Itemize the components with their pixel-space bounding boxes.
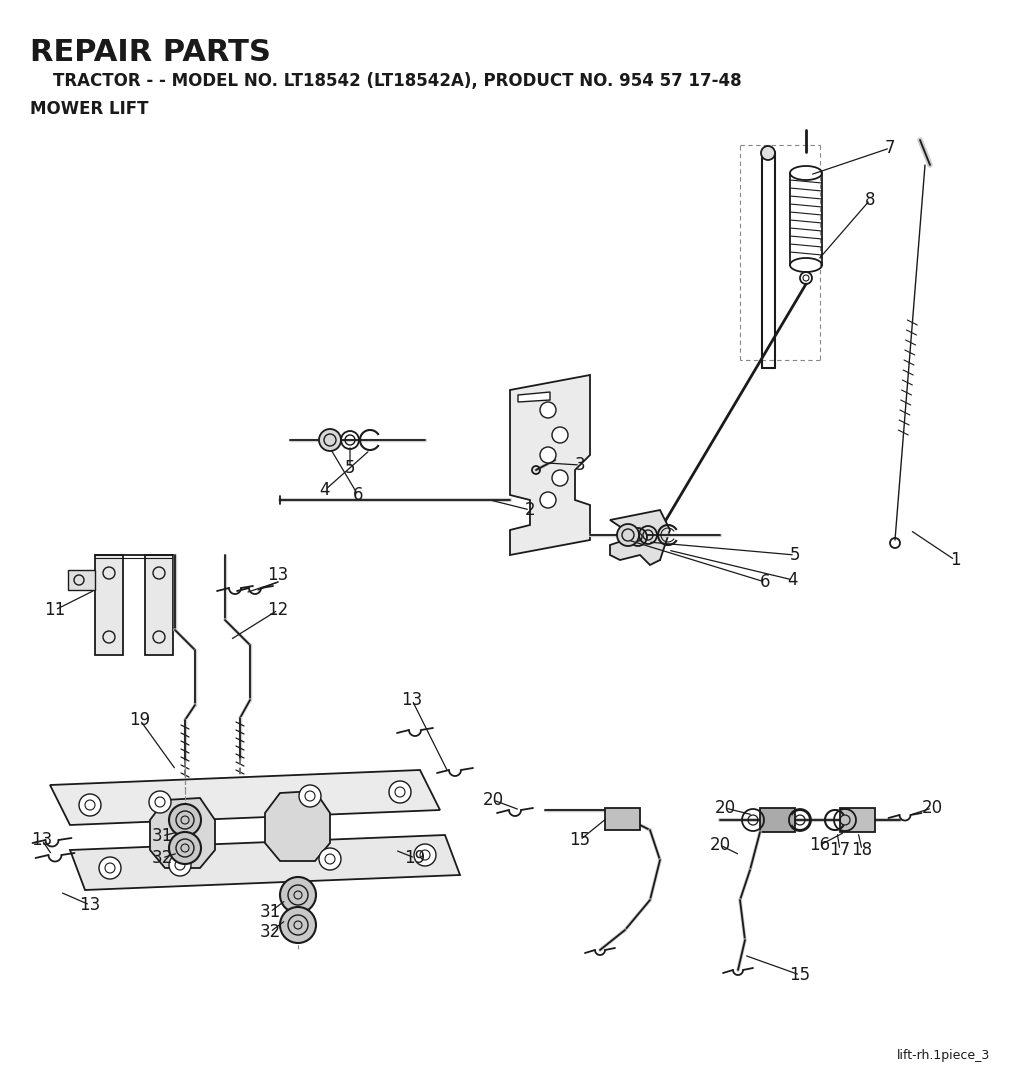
- Text: 4: 4: [787, 571, 799, 589]
- Polygon shape: [605, 808, 640, 830]
- Circle shape: [280, 907, 316, 943]
- Circle shape: [169, 832, 201, 864]
- Text: 7: 7: [885, 139, 895, 157]
- Text: REPAIR PARTS: REPAIR PARTS: [30, 38, 271, 67]
- Text: 5: 5: [790, 546, 800, 564]
- Text: 13: 13: [80, 896, 100, 914]
- Text: 4: 4: [319, 481, 331, 499]
- Circle shape: [617, 524, 639, 546]
- Circle shape: [629, 528, 647, 546]
- Text: 32: 32: [259, 923, 281, 941]
- Circle shape: [280, 877, 316, 912]
- Text: 20: 20: [710, 837, 730, 854]
- Circle shape: [99, 857, 121, 879]
- Text: 1: 1: [949, 551, 961, 569]
- Text: 11: 11: [44, 601, 66, 620]
- Text: 2: 2: [524, 501, 536, 519]
- Circle shape: [169, 854, 191, 876]
- Polygon shape: [610, 510, 670, 565]
- Text: 15: 15: [790, 966, 811, 984]
- Circle shape: [299, 786, 321, 807]
- Polygon shape: [760, 808, 795, 832]
- Text: 20: 20: [482, 791, 504, 809]
- Text: 18: 18: [851, 841, 872, 859]
- Circle shape: [761, 146, 775, 159]
- Circle shape: [540, 447, 556, 463]
- Text: 8: 8: [864, 191, 876, 209]
- Circle shape: [552, 427, 568, 443]
- Text: 3: 3: [574, 456, 586, 474]
- Polygon shape: [70, 835, 460, 890]
- Circle shape: [79, 794, 101, 816]
- Circle shape: [319, 429, 341, 451]
- Text: 6: 6: [352, 486, 364, 505]
- Text: 13: 13: [32, 831, 52, 848]
- Circle shape: [552, 470, 568, 486]
- Text: 5: 5: [345, 459, 355, 477]
- Polygon shape: [145, 556, 173, 655]
- Text: 13: 13: [401, 691, 423, 709]
- Polygon shape: [50, 770, 440, 825]
- Text: 15: 15: [569, 831, 591, 848]
- Polygon shape: [510, 375, 590, 556]
- Text: 19: 19: [404, 848, 426, 867]
- Text: MOWER LIFT: MOWER LIFT: [30, 100, 148, 118]
- Polygon shape: [95, 556, 123, 655]
- Polygon shape: [68, 570, 95, 590]
- Polygon shape: [265, 791, 330, 861]
- Text: 13: 13: [267, 566, 289, 584]
- Polygon shape: [150, 797, 215, 868]
- Circle shape: [319, 848, 341, 870]
- Text: 6: 6: [760, 573, 770, 591]
- Circle shape: [540, 403, 556, 418]
- Text: 17: 17: [829, 841, 851, 859]
- Circle shape: [389, 781, 411, 803]
- Text: 16: 16: [809, 837, 830, 854]
- Circle shape: [150, 791, 171, 813]
- Polygon shape: [518, 392, 550, 403]
- Text: lift-rh.1piece_3: lift-rh.1piece_3: [897, 1049, 990, 1062]
- Circle shape: [169, 804, 201, 837]
- Text: 32: 32: [152, 848, 173, 867]
- Text: TRACTOR - - MODEL NO. LT18542 (LT18542A), PRODUCT NO. 954 57 17-48: TRACTOR - - MODEL NO. LT18542 (LT18542A)…: [30, 72, 741, 90]
- Circle shape: [540, 492, 556, 508]
- Text: 20: 20: [715, 799, 735, 817]
- Text: 31: 31: [152, 827, 173, 845]
- Circle shape: [414, 844, 436, 866]
- Text: 31: 31: [259, 903, 281, 921]
- Polygon shape: [840, 808, 874, 832]
- Text: 19: 19: [129, 711, 151, 729]
- Text: 12: 12: [267, 601, 289, 620]
- Text: 20: 20: [922, 799, 942, 817]
